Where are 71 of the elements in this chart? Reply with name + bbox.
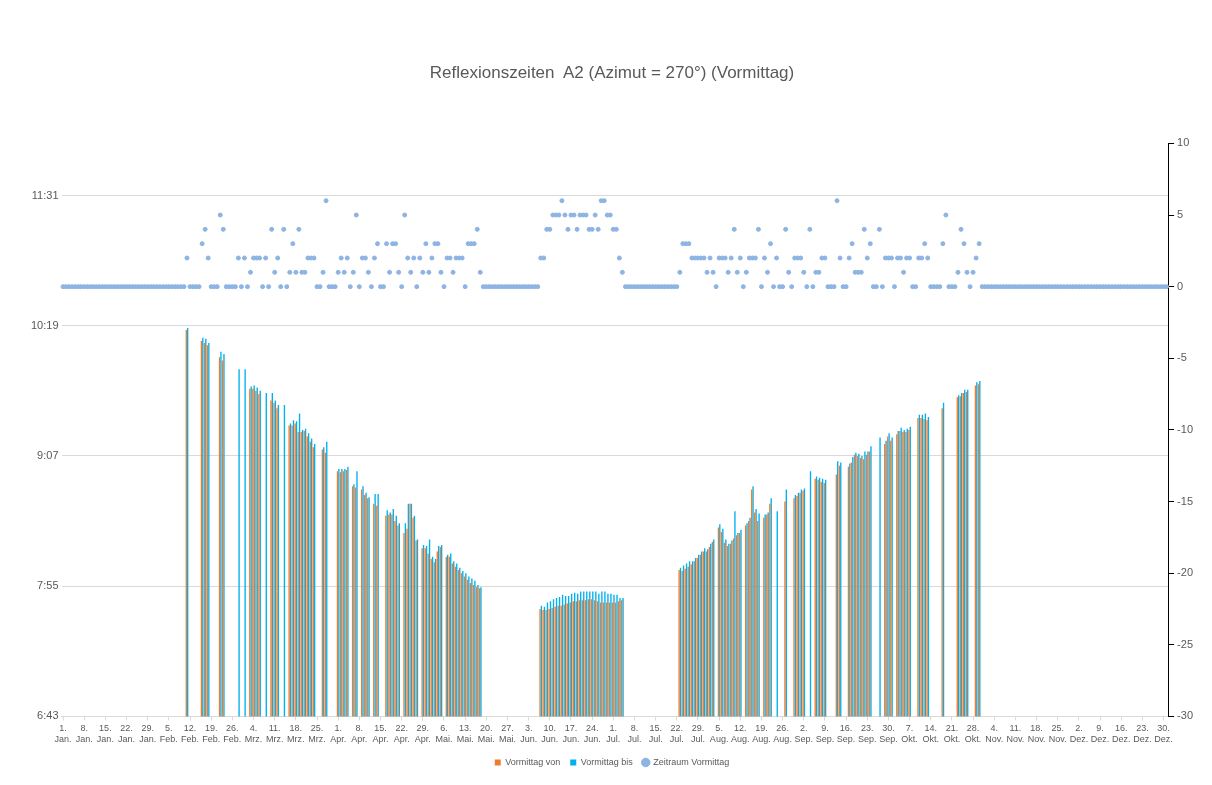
x-tick-label: 6. Mai. bbox=[435, 723, 453, 745]
x-tick-label: 2. Sep. bbox=[794, 723, 814, 745]
x-tick-label: 2. Dez. bbox=[1069, 723, 1089, 745]
x-tick-label: 22. Jul. bbox=[669, 723, 684, 745]
x-tick-label: 19. Feb. bbox=[202, 723, 221, 745]
x-tick-label: 10. Jun. bbox=[541, 723, 559, 745]
x-tick-label: 9. Sep. bbox=[815, 723, 835, 745]
x-tick-label: 1. Jul. bbox=[606, 723, 621, 745]
x-tick-label: 18. Mrz. bbox=[287, 723, 305, 745]
x-tick-label: 30. Dez. bbox=[1154, 723, 1173, 745]
y-tick-label: 9:07 bbox=[37, 448, 59, 461]
y-tick-label: 7:55 bbox=[37, 579, 59, 592]
x-tick-label: 4. Nov. bbox=[985, 723, 1004, 745]
x-tick-label: 7. Okt. bbox=[901, 723, 918, 745]
y2-tick-label: -15 bbox=[1177, 494, 1194, 507]
x-tick-label: 5. Aug. bbox=[709, 723, 729, 745]
x-tick-label: 26. Feb. bbox=[223, 723, 242, 745]
x-tick-label: 11. Mrz. bbox=[265, 723, 284, 745]
legend-label: Vormittag bis bbox=[580, 756, 634, 767]
x-tick-label: 25. Mrz. bbox=[308, 723, 326, 745]
x-tick-label: 18. Nov. bbox=[1027, 723, 1046, 745]
x-tick-label: 28. Okt. bbox=[964, 723, 982, 745]
x-tick-label: 29. Apr. bbox=[414, 723, 431, 745]
x-tick-label: 29. Jan. bbox=[139, 723, 157, 745]
x-tick-label: 12. Aug. bbox=[731, 723, 750, 745]
x-tick-label: 23. Dez. bbox=[1133, 723, 1152, 745]
x-tick-label: 16. Sep. bbox=[836, 723, 856, 745]
x-tick-label: 8. Apr. bbox=[351, 723, 368, 745]
x-tick-label: 26. Aug. bbox=[773, 723, 792, 745]
x-tick-label: 30. Sep. bbox=[879, 723, 898, 745]
x-tick-label: 15. Jan. bbox=[96, 723, 114, 745]
y2-tick-label: 0 bbox=[1177, 279, 1184, 292]
y2-tick-label: -30 bbox=[1177, 709, 1194, 722]
x-tick-label: 14. Okt. bbox=[922, 723, 940, 745]
y-tick-label: 10:19 bbox=[31, 318, 59, 331]
x-tick-label: 17. Jun. bbox=[562, 723, 580, 745]
y2-tick-label: -5 bbox=[1177, 351, 1187, 364]
x-tick-label: 20. Mai. bbox=[477, 723, 495, 745]
legend-label: Zeitraum Vormittag bbox=[653, 756, 730, 767]
x-tick-label: 16. Dez. bbox=[1111, 723, 1131, 745]
x-tick-label: 9. Dez. bbox=[1090, 723, 1110, 745]
x-tick-label: 21. Okt. bbox=[943, 723, 961, 745]
y2-tick-label: -25 bbox=[1177, 637, 1194, 650]
x-tick-label: 22. Apr. bbox=[393, 723, 410, 745]
x-tick-label: 12. Feb. bbox=[181, 723, 200, 745]
x-tick-label: 15. Apr. bbox=[372, 723, 389, 745]
x-tick-label: 3. Jun. bbox=[520, 723, 538, 745]
y-tick-label: 6:43 bbox=[37, 709, 59, 722]
x-tick-label: 5. Feb. bbox=[159, 723, 178, 745]
y2-tick-label: 5 bbox=[1177, 208, 1184, 221]
x-tick-label: 11. Nov. bbox=[1006, 723, 1025, 745]
x-tick-label: 8. Jul. bbox=[627, 723, 642, 745]
y2-tick-label: -10 bbox=[1177, 422, 1194, 435]
x-tick-label: 13. Mai. bbox=[456, 723, 474, 745]
y2-tick-label: -20 bbox=[1177, 566, 1194, 579]
x-tick-label: 25. Nov. bbox=[1048, 723, 1067, 745]
x-tick-label: 8. Jan. bbox=[75, 723, 93, 745]
x-tick-label: 23. Sep. bbox=[858, 723, 877, 745]
x-tick-label: 22. Jan. bbox=[118, 723, 136, 745]
x-tick-label: 4. Mrz. bbox=[244, 723, 263, 745]
x-tick-label: 19. Aug. bbox=[752, 723, 771, 745]
chart-title: Reflexionszeiten A2 (Azimut = 270°) (Vormittag) bbox=[429, 62, 795, 82]
legend-label: Vormittag von bbox=[505, 756, 561, 767]
x-tick-label: 1. Jan. bbox=[54, 723, 72, 745]
x-tick-label: 29. Jul. bbox=[690, 723, 705, 745]
x-tick-label: 1. Apr. bbox=[330, 723, 347, 745]
y2-tick-label: 10 bbox=[1177, 136, 1190, 149]
x-tick-label: 15. Jul. bbox=[648, 723, 663, 745]
x-tick-label: 24. Jun. bbox=[583, 723, 601, 745]
x-tick-label: 27. Mai. bbox=[498, 723, 516, 745]
y-tick-label: 11:31 bbox=[31, 188, 59, 201]
